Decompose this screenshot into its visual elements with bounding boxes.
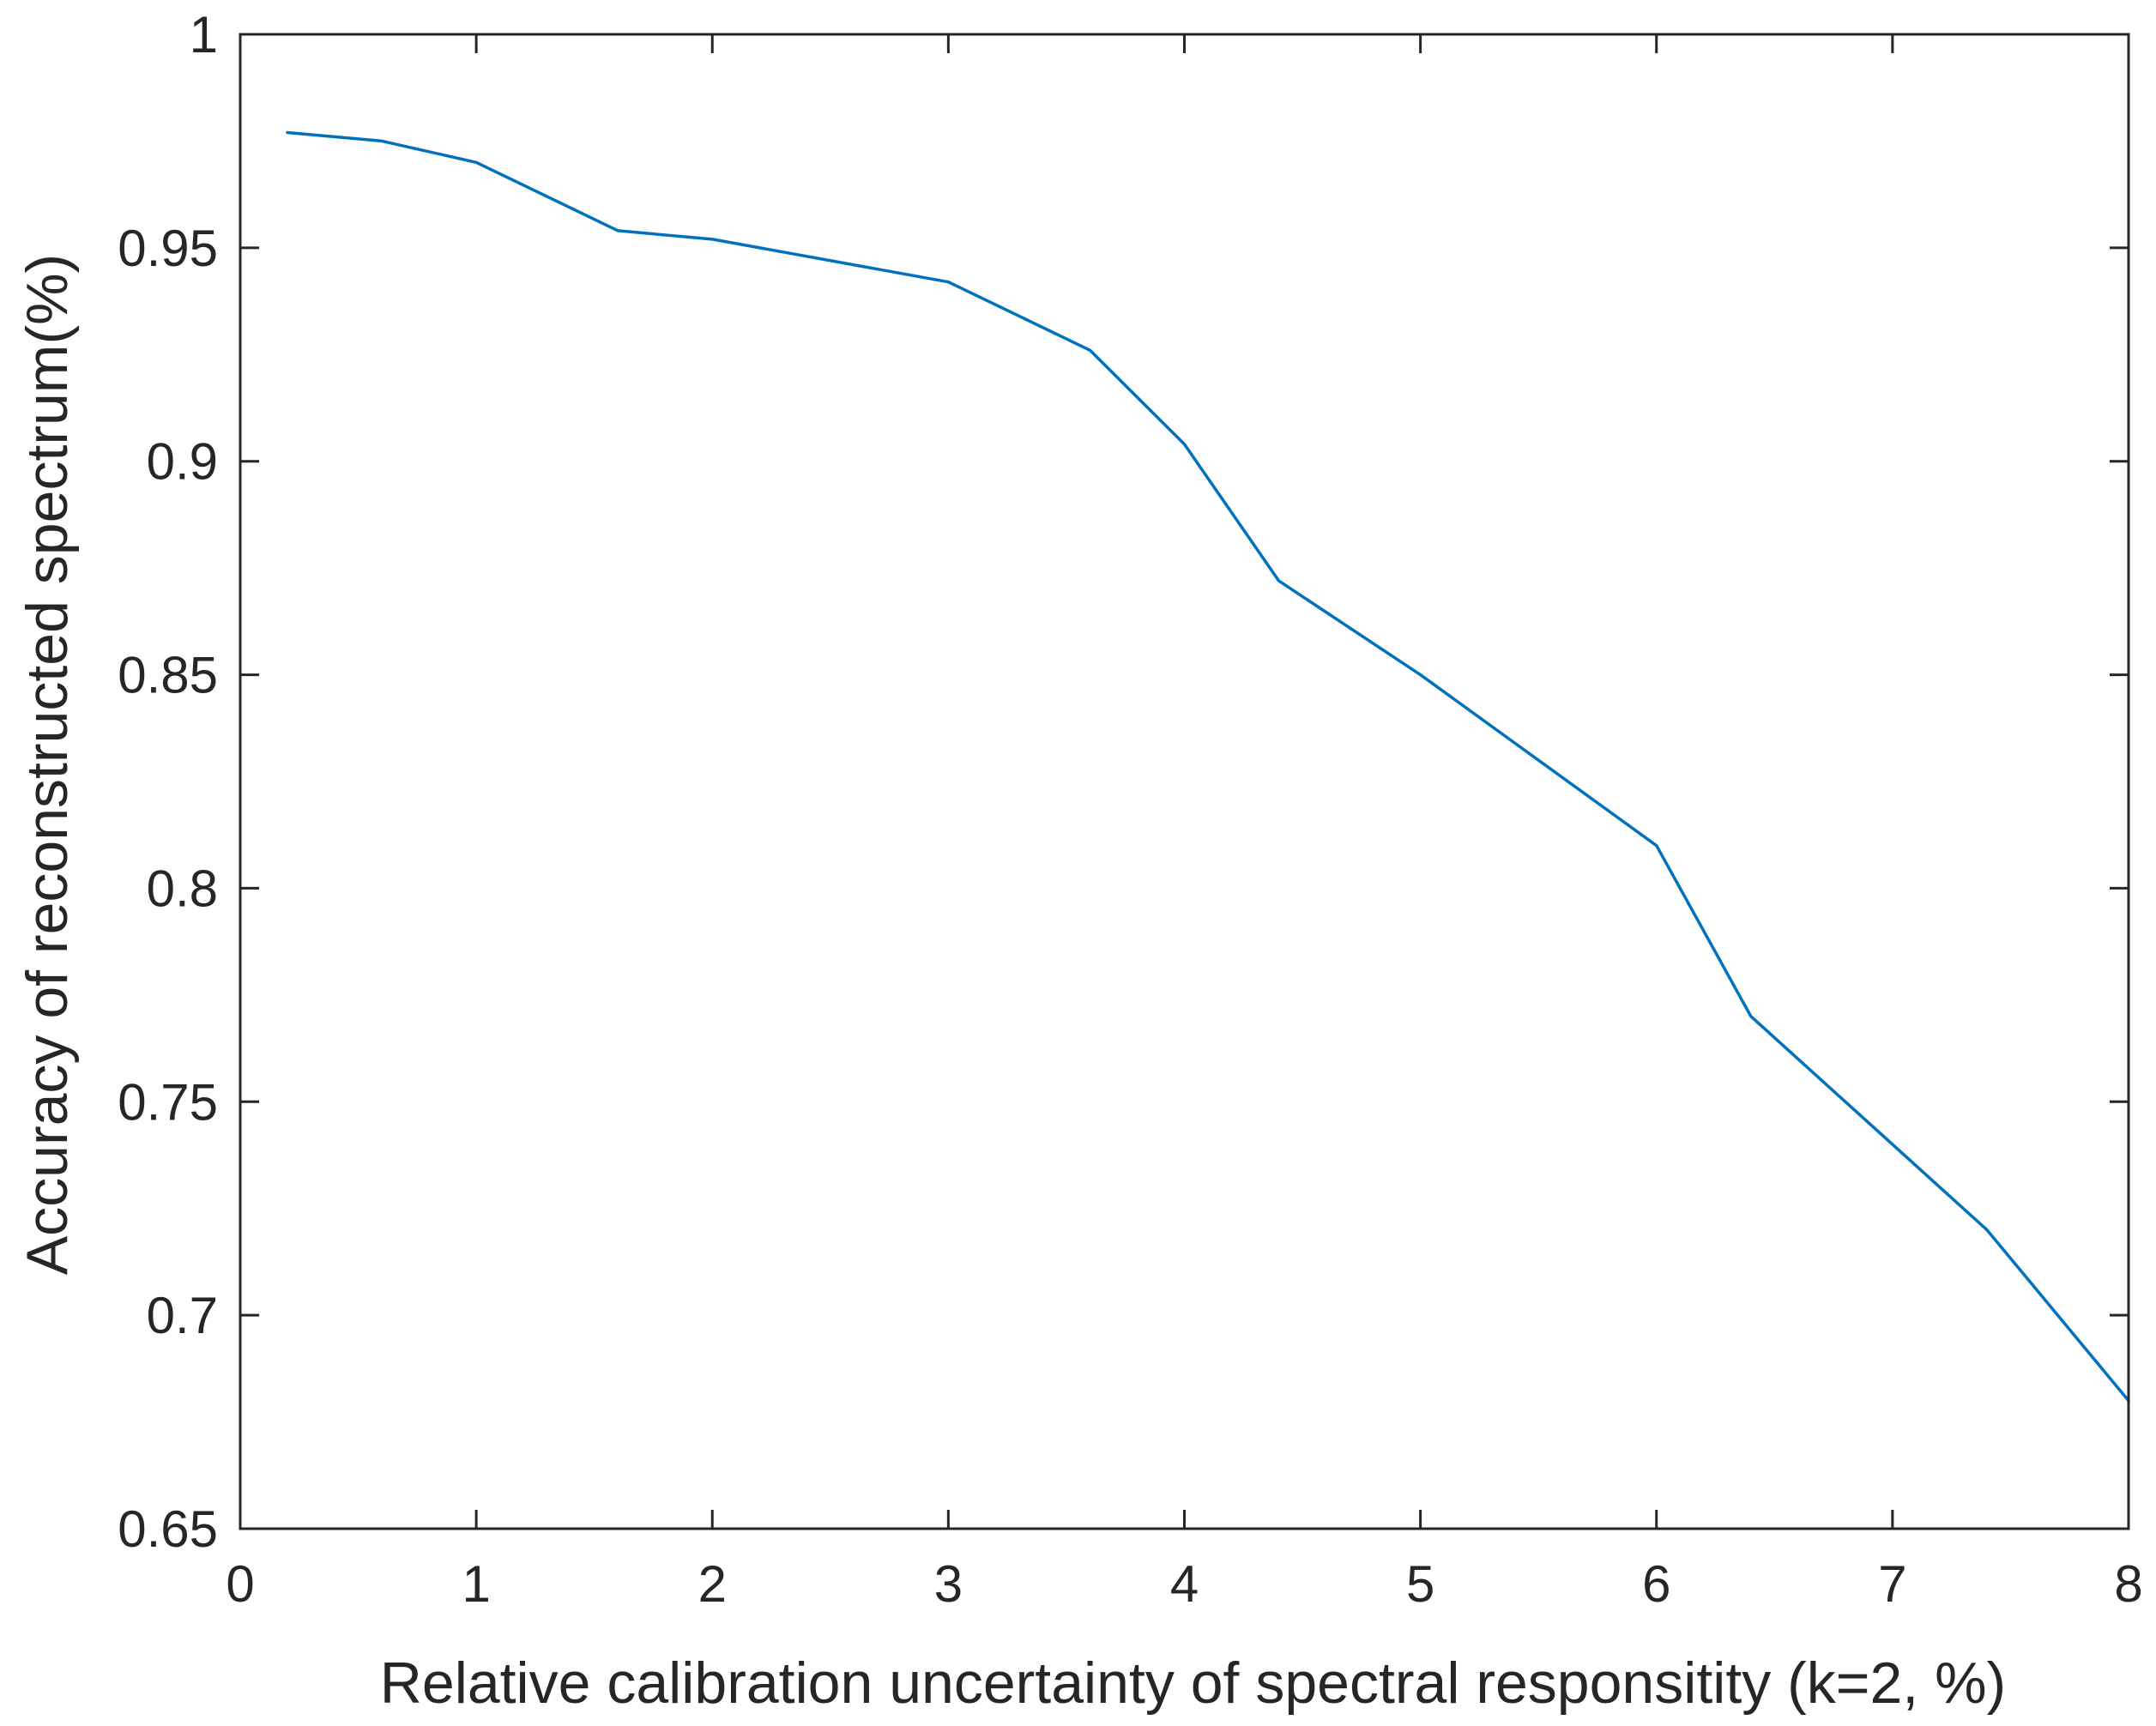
y-tick-label: 0.95 (118, 220, 218, 277)
series-line-1 (286, 130, 2130, 1403)
y-axis-title: Accuracy of reconstructed spectrum(%) (15, 254, 80, 1275)
x-tick-label: 2 (698, 1555, 727, 1613)
y-tick-label: 0.75 (118, 1073, 218, 1131)
x-tick-label: 4 (1170, 1555, 1199, 1613)
y-tick-label: 0.7 (147, 1287, 218, 1344)
x-tick-label: 6 (1642, 1555, 1670, 1613)
y-tick-label: 0.85 (118, 647, 218, 704)
plot-area (240, 34, 2129, 1529)
plot-background (240, 34, 2129, 1529)
y-tick-label: 0.8 (147, 860, 218, 917)
y-tick-label: 0.65 (118, 1500, 218, 1558)
x-tick-label: 0 (226, 1555, 254, 1613)
x-tick-label: 3 (934, 1555, 963, 1613)
y-tick-label: 1 (190, 6, 218, 63)
y-axis-ticks: 0.65 0.7 0.75 0.8 0.85 0.9 0.95 1 (118, 6, 2129, 1558)
series-layer (286, 130, 2130, 1403)
y-tick-label: 0.9 (147, 433, 218, 491)
x-tick-label: 8 (2114, 1555, 2142, 1613)
x-axis-ticks: 0 1 2 3 4 5 6 7 8 (226, 34, 2143, 1613)
x-tick-label: 7 (1878, 1555, 1906, 1613)
x-tick-label: 5 (1406, 1555, 1434, 1613)
x-tick-label: 1 (462, 1555, 490, 1613)
x-axis-title: Relative calibration uncertainty of spec… (380, 1651, 2006, 1716)
